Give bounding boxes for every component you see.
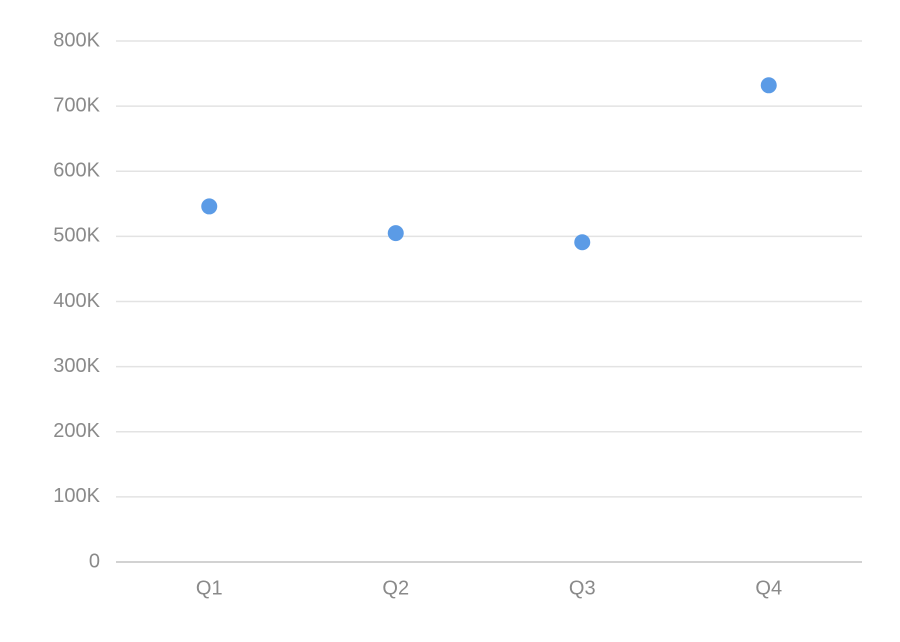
y-tick-label: 200K [53, 420, 100, 442]
dot [760, 77, 777, 94]
x-tick-label: Q4 [755, 577, 782, 599]
y-tick-label: 0 [89, 550, 100, 572]
dot [201, 198, 218, 215]
y-tick-label: 800K [53, 29, 100, 51]
dot [574, 234, 591, 251]
x-tick-label: Q1 [196, 577, 223, 599]
y-tick-label: 100K [53, 485, 100, 507]
y-tick-label: 300K [53, 355, 100, 377]
y-tick-label: 700K [53, 94, 100, 116]
x-tick-label: Q3 [569, 577, 596, 599]
y-tick-label: 500K [53, 225, 100, 247]
y-tick-label: 600K [53, 160, 100, 182]
dot [387, 225, 404, 242]
y-tick-label: 400K [53, 290, 100, 312]
x-tick-label: Q2 [382, 577, 409, 599]
